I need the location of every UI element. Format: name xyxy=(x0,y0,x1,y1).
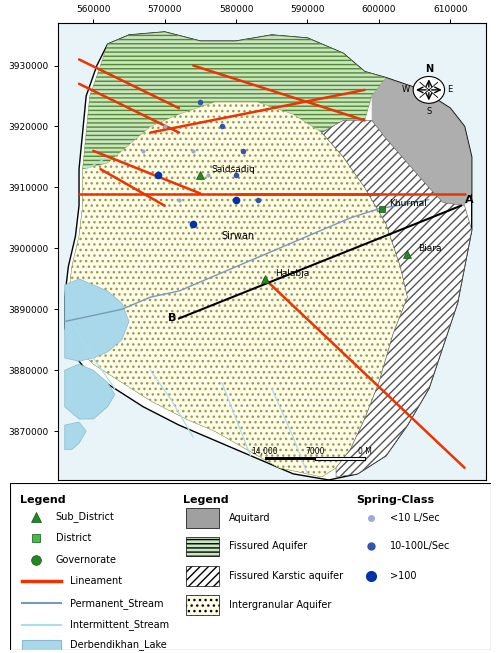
Text: >100: >100 xyxy=(390,571,416,581)
Text: N: N xyxy=(425,64,433,74)
Text: Spring-Class: Spring-Class xyxy=(356,495,434,505)
Text: District: District xyxy=(56,533,91,543)
Text: S: S xyxy=(426,107,431,116)
Text: <10 L/Sec: <10 L/Sec xyxy=(390,513,440,523)
Text: Intergranular Aquifer: Intergranular Aquifer xyxy=(229,599,331,610)
Polygon shape xyxy=(65,364,115,419)
Polygon shape xyxy=(68,32,429,477)
Text: Saidsadiq: Saidsadiq xyxy=(211,165,255,174)
Polygon shape xyxy=(65,422,86,449)
Text: Fissured Karstic aquifer: Fissured Karstic aquifer xyxy=(229,571,343,581)
Text: W: W xyxy=(402,86,410,95)
Bar xyxy=(22,640,61,653)
Bar xyxy=(185,566,219,586)
Text: B: B xyxy=(168,313,177,323)
Polygon shape xyxy=(322,120,471,477)
Text: Derbendikhan_Lake: Derbendikhan_Lake xyxy=(70,639,167,650)
Text: E: E xyxy=(447,86,452,95)
Text: 0 M: 0 M xyxy=(358,447,372,456)
Text: 10-100L/Sec: 10-100L/Sec xyxy=(390,541,450,552)
Text: Biara: Biara xyxy=(418,244,442,253)
Circle shape xyxy=(413,76,444,103)
Polygon shape xyxy=(372,78,471,206)
Bar xyxy=(185,508,219,528)
Text: Legend: Legend xyxy=(183,495,229,505)
Text: Lineament: Lineament xyxy=(70,577,122,586)
Text: Halabja: Halabja xyxy=(276,269,310,278)
Text: Legend: Legend xyxy=(20,495,65,505)
Bar xyxy=(185,595,219,614)
Text: 14,000: 14,000 xyxy=(252,447,278,456)
Polygon shape xyxy=(65,32,471,480)
Text: Permanent_Stream: Permanent_Stream xyxy=(70,597,164,609)
Text: 7000: 7000 xyxy=(305,447,324,456)
Polygon shape xyxy=(68,102,407,477)
Text: Fissured Aquifer: Fissured Aquifer xyxy=(229,541,307,552)
Text: Sub_District: Sub_District xyxy=(56,511,115,522)
Bar xyxy=(185,537,219,556)
Text: A: A xyxy=(464,195,473,204)
Text: Aquitard: Aquitard xyxy=(229,513,271,523)
Text: Intermittent_Stream: Intermittent_Stream xyxy=(70,619,169,630)
Text: Khurmal: Khurmal xyxy=(390,199,427,208)
Polygon shape xyxy=(65,279,129,361)
Text: Governorate: Governorate xyxy=(56,555,117,565)
Text: Sirwan: Sirwan xyxy=(222,231,255,241)
